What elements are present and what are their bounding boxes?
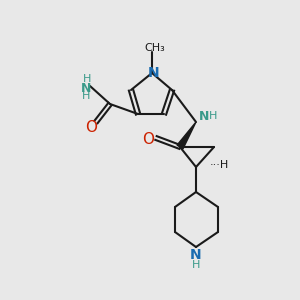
Text: N: N <box>81 82 91 94</box>
Text: H: H <box>82 91 90 101</box>
Text: O: O <box>142 133 154 148</box>
Text: H: H <box>83 74 91 84</box>
Text: H: H <box>209 111 217 121</box>
Text: CH₃: CH₃ <box>145 43 165 53</box>
Text: N: N <box>190 248 202 262</box>
Text: O: O <box>85 119 97 134</box>
Polygon shape <box>177 122 196 149</box>
Text: N: N <box>148 66 160 80</box>
Text: N: N <box>199 110 209 122</box>
Text: ···H: ···H <box>210 160 229 170</box>
Text: H: H <box>192 260 200 270</box>
